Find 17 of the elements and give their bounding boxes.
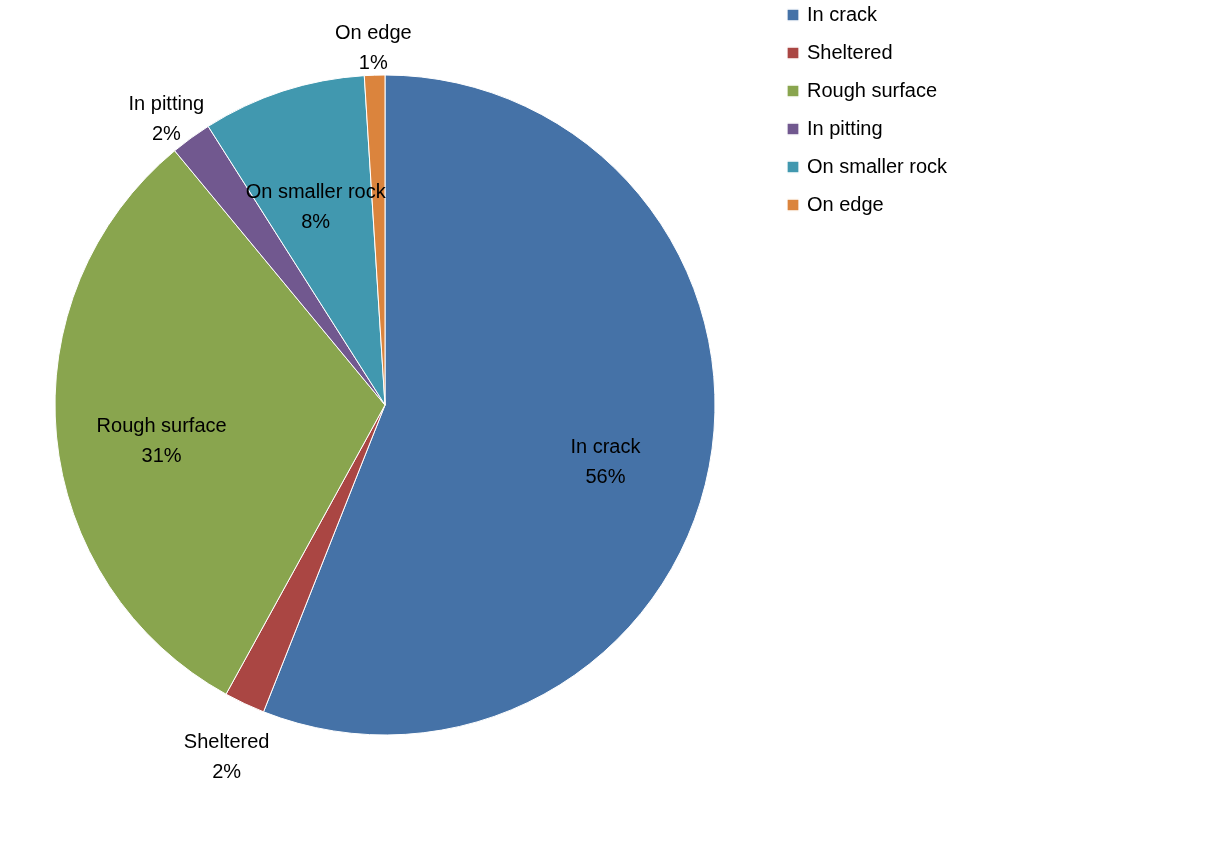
legend-label: On edge bbox=[807, 193, 884, 215]
legend-label: On smaller rock bbox=[807, 155, 949, 177]
legend-label: Rough surface bbox=[807, 79, 938, 101]
slice-label: In pitting bbox=[128, 92, 205, 115]
legend-label: In crack bbox=[807, 3, 879, 25]
slice-label: In crack bbox=[570, 435, 642, 458]
data-label: 2% bbox=[212, 759, 242, 782]
data-label: 2% bbox=[151, 122, 182, 145]
slice-label: Sheltered bbox=[183, 729, 270, 752]
legend-label: Sheltered bbox=[807, 41, 893, 63]
data-label: 1% bbox=[358, 51, 388, 74]
data-label: 31% bbox=[141, 444, 182, 467]
data-label: 8% bbox=[301, 209, 331, 232]
data-label: 56% bbox=[585, 465, 626, 488]
slice-label: On edge bbox=[334, 21, 412, 44]
legend-label: In pitting bbox=[807, 117, 883, 139]
slice-label: Rough surface bbox=[96, 414, 227, 437]
